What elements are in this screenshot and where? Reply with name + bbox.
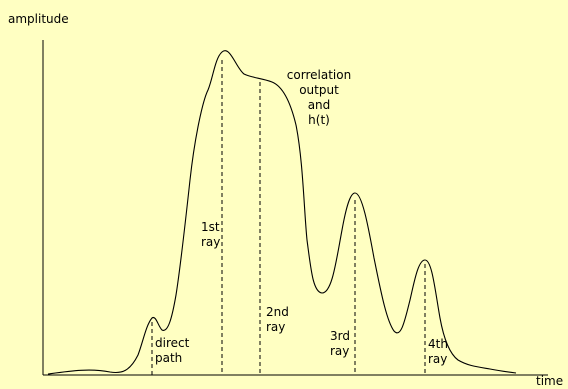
curve-label-line: output <box>299 83 339 97</box>
marker-label-line: 3rd <box>330 329 350 343</box>
marker-label-line: 4th <box>428 337 448 351</box>
marker-label-line: ray <box>330 344 350 358</box>
x-axis-label: time <box>536 374 564 388</box>
marker-label-3rd-ray: 3rd ray <box>330 329 350 359</box>
marker-label-line: ray <box>428 352 448 366</box>
curve-label-line: and <box>307 98 331 112</box>
marker-label-1st-ray: 1st ray <box>201 220 220 250</box>
curve-label-line: h(t) <box>308 113 330 127</box>
y-axis-label: amplitude <box>8 12 69 26</box>
marker-label-4th-ray: 4th ray <box>428 337 448 367</box>
marker-label-line: ray <box>266 320 286 334</box>
marker-label-line: path <box>155 351 183 365</box>
curve-label-line: correlation <box>286 68 352 82</box>
correlation-curve <box>47 50 517 375</box>
marker-label-line: 2nd <box>266 305 289 319</box>
marker-label-line: ray <box>201 235 221 249</box>
marker-label-line: direct <box>155 336 190 350</box>
marker-label-2nd-ray: 2nd ray <box>266 305 289 335</box>
marker-label-direct-path: direct path <box>155 336 189 366</box>
curve-label: correlation output and h(t) <box>284 68 354 128</box>
marker-label-line: 1st <box>201 220 220 234</box>
